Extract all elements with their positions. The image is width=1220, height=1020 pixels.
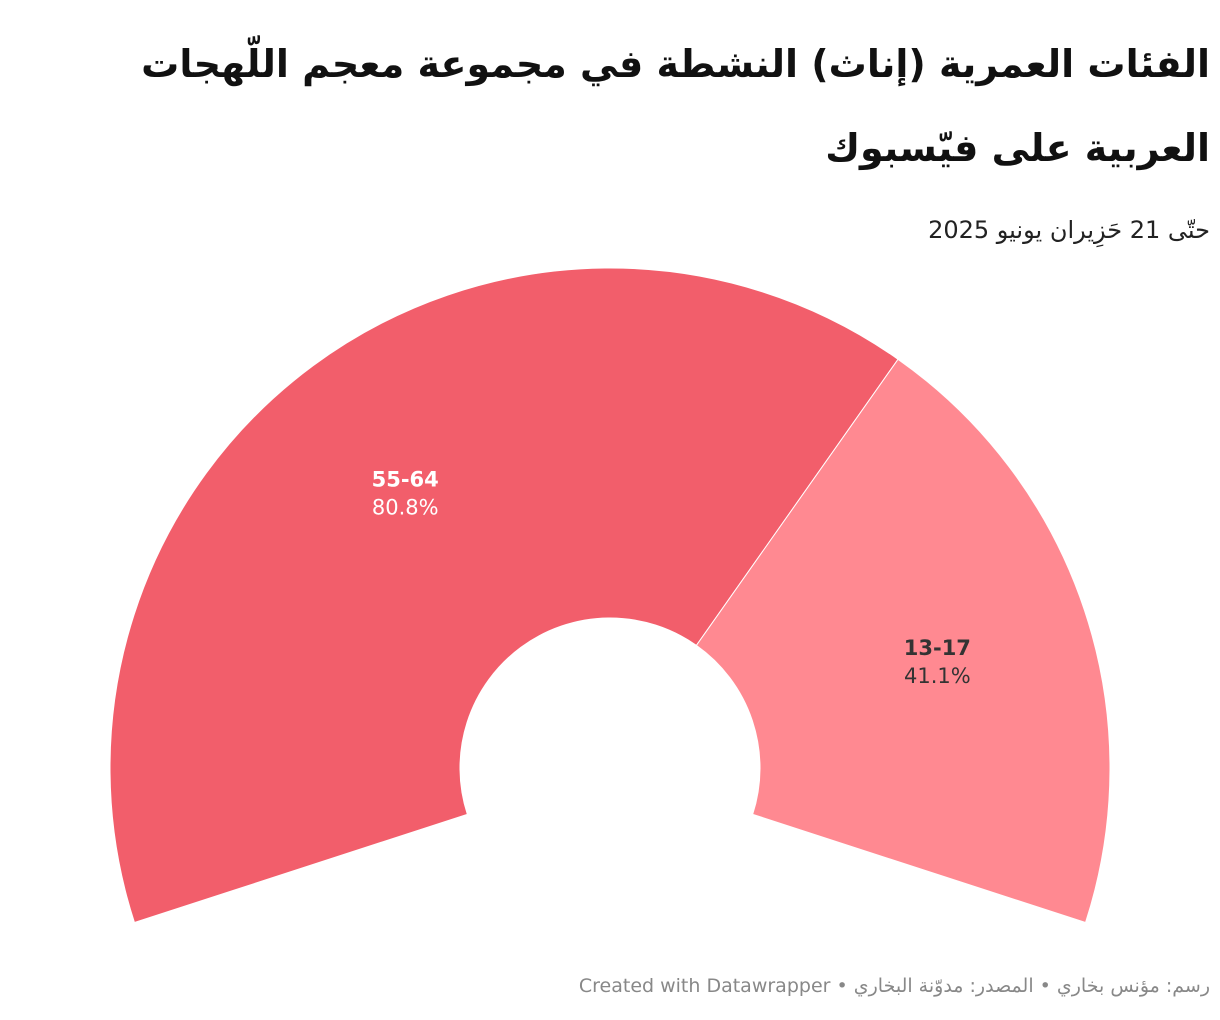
slice-13-17[interactable] <box>695 358 1111 924</box>
chart-subtitle: حتّى 21 حَزِيران يونيو 2025 <box>928 216 1210 244</box>
chart-title: الفئات العمرية (إناث) النشطة في مجموعة م… <box>141 42 1210 170</box>
slice-55-64[interactable] <box>109 267 899 924</box>
chart-footer: رسم: مؤنس بخاري • المصدر: مدوّنة البخاري… <box>578 975 1210 997</box>
